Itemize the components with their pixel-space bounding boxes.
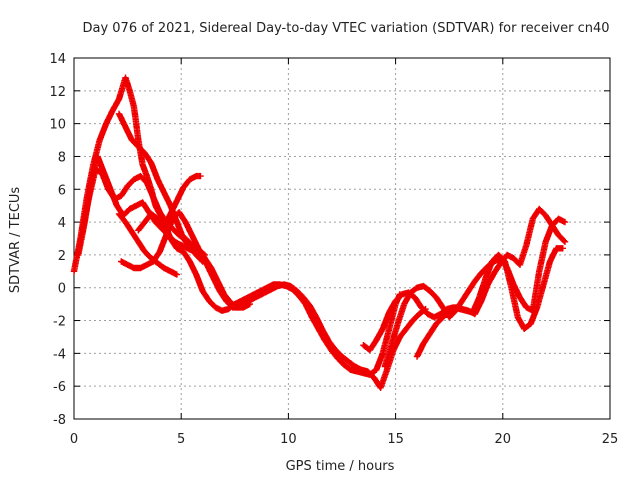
x-tick-label: 25: [602, 432, 619, 447]
y-tick-label: 8: [58, 150, 66, 165]
x-tick-label: 15: [387, 432, 404, 447]
series-markers: [118, 209, 253, 311]
y-tick-label: -8: [53, 413, 66, 428]
series-arc-5: [115, 210, 181, 278]
y-tick-label: -2: [53, 315, 66, 330]
axis-ticks: [73, 57, 611, 420]
y-tick-label: 2: [58, 249, 66, 264]
x-axis-label: GPS time / hours: [286, 459, 395, 474]
y-tick-label: 6: [58, 183, 66, 198]
series-markers: [115, 210, 181, 278]
x-tick-label: 20: [495, 432, 512, 447]
x-tick-label: 0: [70, 432, 78, 447]
series-markers: [135, 172, 204, 234]
series-arc-10: [413, 205, 569, 360]
series-arc-4: [118, 209, 253, 311]
y-tick-label: 10: [49, 118, 66, 133]
y-tick-label: 12: [49, 85, 66, 100]
x-tick-label: 10: [280, 432, 297, 447]
data-series: [70, 74, 569, 391]
y-tick-label: 0: [58, 282, 66, 297]
series-markers: [413, 205, 569, 360]
series-arc-7: [135, 172, 204, 234]
y-tick-label: 14: [49, 52, 66, 67]
y-tick-label: 4: [58, 216, 66, 231]
y-tick-label: -4: [53, 347, 66, 362]
x-tick-labels: 0 5 10 15 20 25: [70, 432, 618, 447]
plot-frame: [73, 57, 611, 420]
x-tick-label: 5: [177, 432, 185, 447]
chart-title: Day 076 of 2021, Sidereal Day-to-day VTE…: [82, 21, 609, 36]
y-tick-labels: -8 -6 -4 -2 0 2 4 6 8 10 12 14: [49, 52, 66, 428]
y-axis-label: SDTVAR / TECUs: [8, 187, 23, 294]
y-tick-label: -6: [53, 380, 66, 395]
